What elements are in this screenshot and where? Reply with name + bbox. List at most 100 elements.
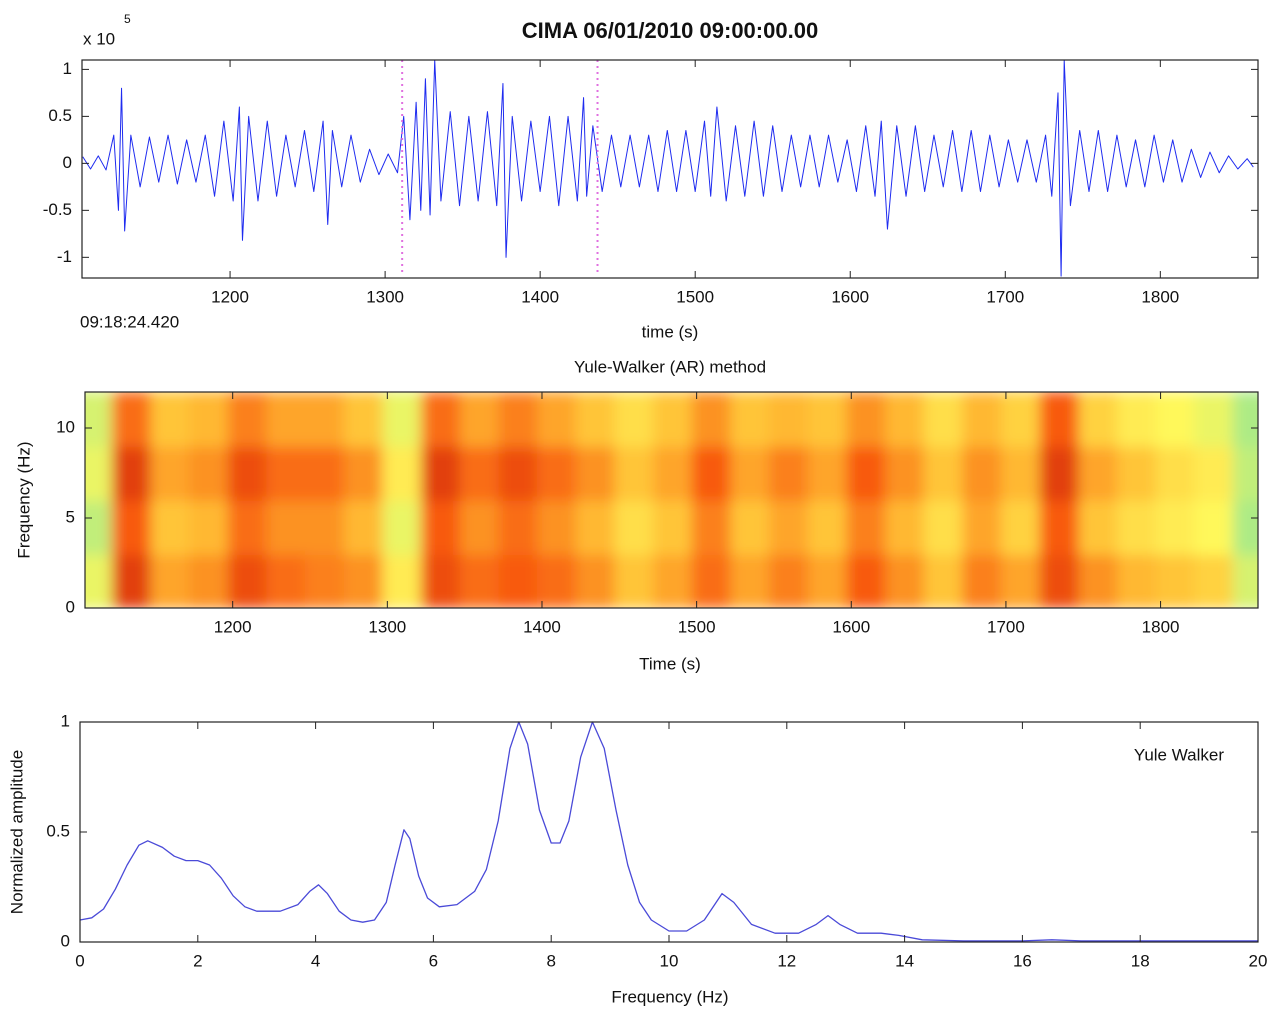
heatmap-cell [614, 553, 656, 608]
heatmap-cell [1117, 553, 1158, 608]
y-tick-label: 0 [66, 597, 75, 616]
heatmap-cell [111, 392, 153, 447]
heatmap-cell [691, 445, 733, 501]
y-tick-label: 0 [61, 931, 70, 950]
heatmap-cell [846, 499, 888, 555]
y-tick-label: 10 [56, 417, 75, 436]
y-tick-label: 1 [61, 711, 70, 730]
heatmap-cell [537, 499, 578, 555]
heatmap-cell [614, 445, 656, 501]
heatmap-cell [227, 392, 269, 447]
y-tick-label: -1 [57, 247, 72, 266]
heatmap-cell [923, 553, 965, 608]
heatmap-cell [421, 392, 462, 447]
heatmap-cell [111, 499, 153, 555]
heatmap-cell [653, 392, 694, 447]
heatmap-cell [923, 392, 965, 447]
heatmap-cell [846, 445, 888, 501]
heatmap-cell [575, 445, 617, 501]
heatmap-cell [343, 499, 385, 555]
heatmap-cell [1194, 445, 1236, 501]
heatmap-cell [575, 499, 617, 555]
heatmap-cell [382, 499, 424, 555]
x-tick-label: 1800 [1141, 287, 1179, 306]
x-tick-label: 1300 [366, 287, 404, 306]
heatmap-cell [730, 392, 772, 447]
heatmap-cell [1155, 392, 1197, 447]
heatmap-cell [962, 445, 1004, 501]
heatmap-cell [691, 553, 733, 608]
heatmap-cell [1001, 499, 1042, 555]
heatmap-cell [885, 499, 926, 555]
x-tick-label: 12 [777, 951, 796, 970]
heatmap-cell [769, 553, 810, 608]
heatmap-cell [85, 499, 114, 555]
heatmap-cell [189, 499, 230, 555]
heatmap-cell [227, 553, 269, 608]
heatmap-cell [885, 392, 926, 447]
heatmap-cell [150, 553, 192, 608]
x-tick-label: 2 [193, 951, 202, 970]
x-tick-label: 1300 [368, 617, 406, 636]
y-tick-label: 0.5 [46, 821, 70, 840]
heatmap-cell [1001, 392, 1042, 447]
data-line [79, 721, 1258, 942]
heatmap-cell [807, 553, 849, 608]
heatmap-cell [382, 392, 424, 447]
heatmap-cell [653, 553, 694, 608]
y-tick-label: 1 [63, 59, 72, 78]
x-axis-label: Time (s) [639, 654, 701, 673]
heatmap-cell [730, 499, 772, 555]
heatmap-cell [421, 445, 462, 501]
heatmap-cell [498, 445, 540, 501]
x-tick-label: 1800 [1142, 617, 1180, 636]
heatmap-cell [343, 445, 385, 501]
heatmap-cell [1233, 445, 1258, 501]
x-axis-label: Frequency (Hz) [611, 987, 728, 1006]
y-axis-label: Frequency (Hz) [14, 441, 33, 558]
heatmap-cell [266, 553, 308, 608]
x-tick-label: 1400 [521, 287, 559, 306]
heatmap-cell [807, 499, 849, 555]
x-axis-label: time (s) [642, 322, 699, 341]
heatmap-cell [962, 553, 1004, 608]
heatmap-cell [305, 392, 346, 447]
plot-area [85, 392, 1258, 608]
heatmap-cell [653, 499, 694, 555]
y-tick-label: 0 [63, 153, 72, 172]
heatmap-cell [614, 392, 656, 447]
heatmap-cell [691, 499, 733, 555]
start-time: 09:18:24.420 [80, 312, 179, 331]
heatmap-cell [189, 553, 230, 608]
heatmap-cell [885, 553, 926, 608]
heatmap-cell [1194, 553, 1236, 608]
heatmap-cell [111, 445, 153, 501]
heatmap-cell [189, 392, 230, 447]
heatmap-cell [266, 392, 308, 447]
data-line [82, 59, 1254, 277]
heatmap-cell [459, 445, 501, 501]
heatmap-cell [459, 553, 501, 608]
heatmap-cell [923, 445, 965, 501]
heatmap-cell [189, 445, 230, 501]
heatmap-cell [1039, 445, 1081, 501]
heatmap-cell [1233, 499, 1258, 555]
heatmap-cell [769, 445, 810, 501]
heatmap-cell [459, 499, 501, 555]
heatmap-cell [691, 392, 733, 447]
heatmap-cell [305, 445, 346, 501]
heatmap-cell [343, 392, 385, 447]
y-tick-label: -0.5 [43, 200, 72, 219]
heatmap-cell [730, 445, 772, 501]
x-tick-label: 1700 [986, 287, 1024, 306]
heatmap-cell [150, 392, 192, 447]
x-tick-label: 1400 [523, 617, 561, 636]
heatmap-cell [1194, 392, 1236, 447]
heatmap-cell [1233, 553, 1258, 608]
heatmap-cell [1194, 499, 1236, 555]
heatmap-cell [846, 553, 888, 608]
heatmap-cell [807, 392, 849, 447]
heatmap [85, 392, 1258, 608]
legend-label: Yule Walker [1134, 745, 1224, 764]
